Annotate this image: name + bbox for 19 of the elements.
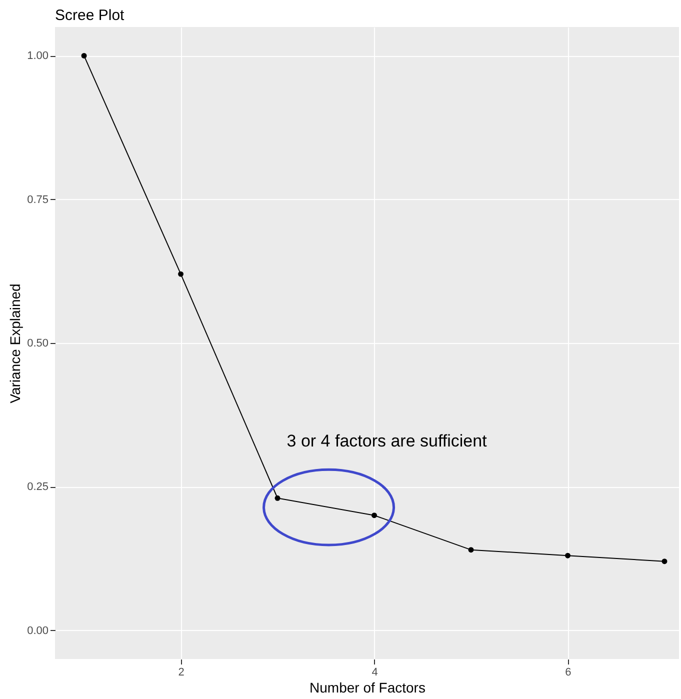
annotation: 3 or 4 factors are sufficient xyxy=(286,431,488,450)
chart-title: Scree Plot xyxy=(55,7,126,24)
y-tick-label: 1.00 xyxy=(27,50,48,62)
point xyxy=(372,512,377,518)
x-tick-label: 6 xyxy=(565,666,572,678)
y-tick-label: 0.25 xyxy=(27,481,48,494)
point xyxy=(565,552,570,558)
y-tick-label: 0.00 xyxy=(27,624,48,637)
x-tick-label: 2 xyxy=(178,666,184,678)
x-axis-title: Number of Factors xyxy=(310,680,426,696)
point xyxy=(274,495,280,501)
point xyxy=(81,52,87,58)
point xyxy=(178,271,184,277)
x-tick-label: 4 xyxy=(372,666,378,678)
point xyxy=(468,547,474,553)
y-tick-label: 0.50 xyxy=(27,338,48,350)
y-tick-label: 0.75 xyxy=(27,194,48,206)
point xyxy=(662,558,668,564)
y-axis-title: Variance Explained xyxy=(7,284,24,404)
